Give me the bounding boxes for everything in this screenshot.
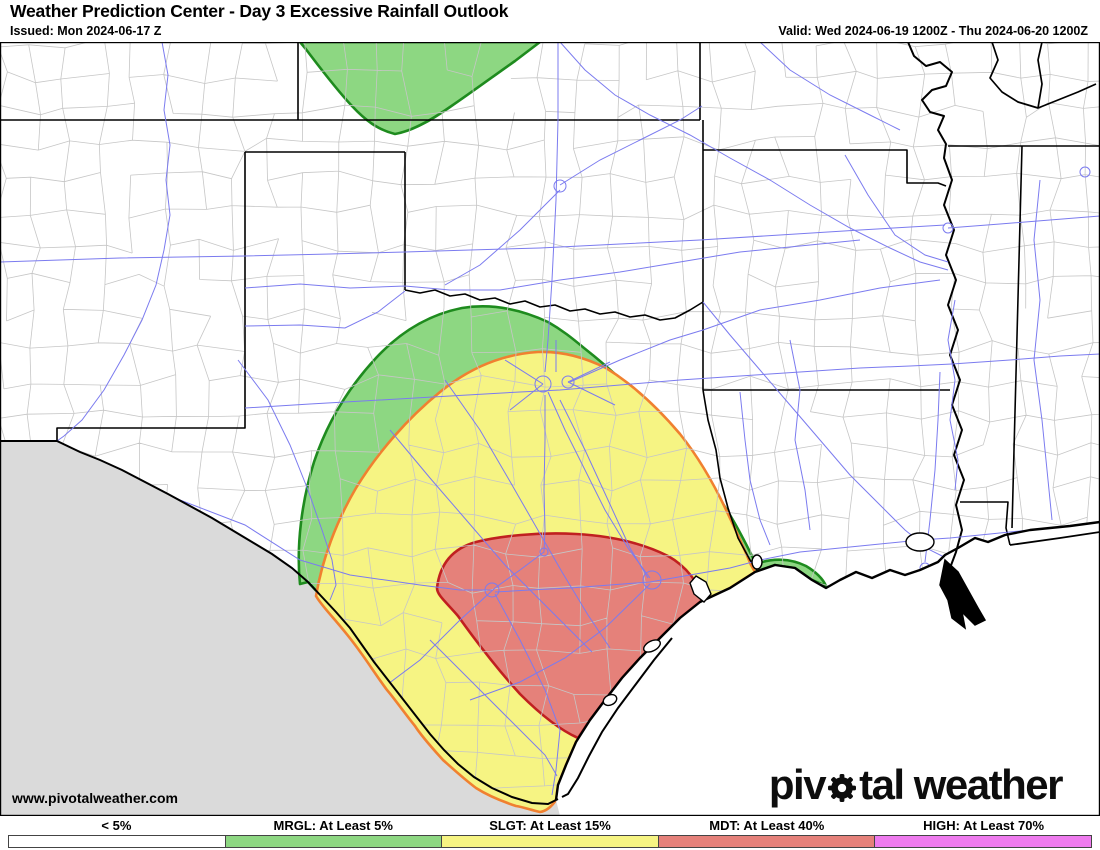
risk-contours (297, 42, 828, 814)
bays-and-lakes (602, 532, 935, 707)
waterways-and-highways (0, 42, 1100, 796)
legend-swatches (8, 835, 1092, 848)
legend-swatch (225, 835, 443, 848)
gear-icon (828, 774, 857, 802)
legend-label: HIGH: At Least 70% (923, 818, 1045, 833)
state-borders (0, 41, 1100, 571)
logo-text-post: tal weather (859, 761, 1063, 808)
pivotal-weather-logo: piv tal weather (768, 761, 1064, 808)
mississippi-sound-islands (1009, 531, 1100, 546)
watermark-url: www.pivotalweather.com (12, 790, 178, 806)
logo-text-pre: piv (768, 761, 827, 808)
legend-swatch (658, 835, 876, 848)
valid-period: Valid: Wed 2024-06-19 1200Z - Thu 2024-0… (778, 24, 1088, 38)
legend-label: MRGL: At Least 5% (273, 818, 393, 833)
header: Weather Prediction Center - Day 3 Excess… (0, 0, 1100, 42)
legend-label: MDT: At Least 40% (709, 818, 825, 833)
marginal-risk-area-north (298, 42, 542, 136)
legend-swatch (875, 835, 1092, 848)
legend-swatch (442, 835, 659, 848)
barrier-islands (561, 637, 673, 798)
legend-labels: < 5% MRGL: At Least 5% SLGT: At Least 15% M… (8, 818, 1092, 834)
legend-label: SLGT: At Least 15% (489, 818, 611, 833)
risk-legend: < 5% MRGL: At Least 5% SLGT: At Least 15% M… (0, 816, 1100, 850)
legend-label: < 5% (101, 818, 132, 833)
page-title: Weather Prediction Center - Day 3 Excess… (10, 1, 509, 21)
legend-swatch (8, 835, 226, 848)
issued-timestamp: Issued: Mon 2024-06-17 Z (10, 24, 162, 38)
rio-grande-border (0, 440, 559, 806)
mississippi-delta (939, 558, 987, 630)
